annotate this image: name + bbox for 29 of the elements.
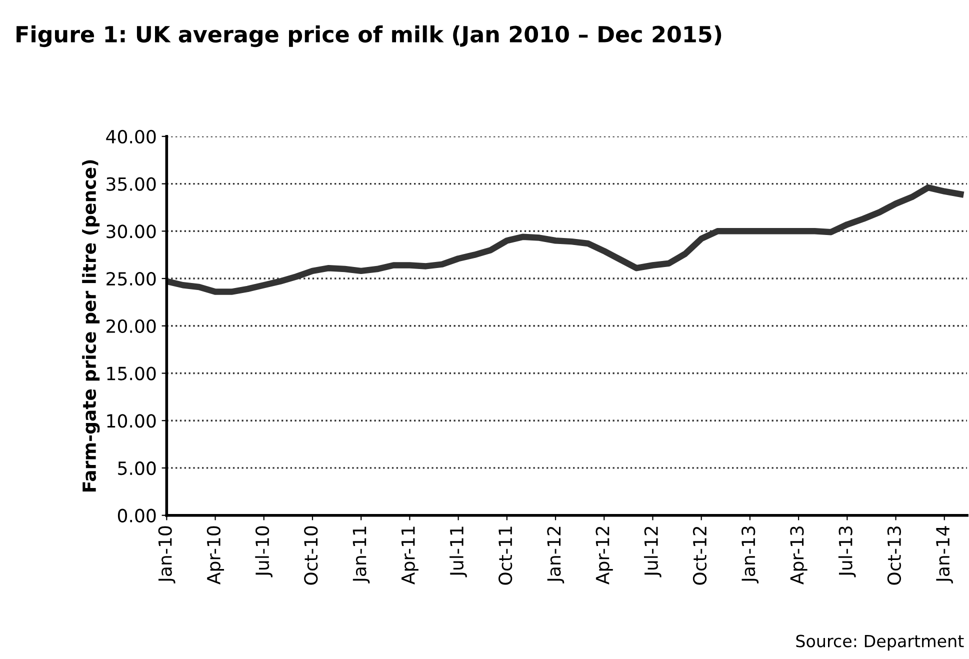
y-tick-label: 15.00 — [107, 366, 156, 380]
y-tick-label: 5.00 — [118, 461, 156, 476]
x-tick-label: Jul-11 — [450, 526, 467, 578]
x-tick-label: Jul-13 — [838, 526, 856, 578]
x-tick-label: Apr-11 — [402, 526, 418, 584]
y-tick-label: 35.00 — [106, 177, 156, 191]
x-tick-label: Oct-11 — [498, 526, 512, 585]
x-tick-label: Jul-12 — [644, 526, 662, 578]
x-tick-label: Jan-12 — [547, 526, 564, 584]
x-tick-label: Apr-12 — [596, 526, 613, 584]
x-tick-label: Oct-13 — [887, 526, 902, 585]
x-tick-label: Jan-11 — [352, 526, 370, 584]
x-tick-label: Apr-13 — [790, 526, 808, 584]
x-tick-label: Jan-13 — [742, 526, 759, 584]
y-tick-label: 0.00 — [118, 508, 156, 522]
y-tick-label: 40.00 — [106, 130, 156, 144]
chart-title: Figure 1: UK average price of milk (Jan 2010 – Dec 2015) — [16, 25, 722, 48]
y-tick-label: 30.00 — [106, 224, 156, 238]
source-note: Source: Department — [796, 634, 964, 651]
y-tick-label: 20.00 — [106, 319, 156, 333]
x-tick-label: Jan-14 — [936, 526, 953, 584]
y-axis-title: Farm-gate price per litre (pence) — [82, 160, 100, 492]
y-tick-label: 25.00 — [106, 272, 156, 286]
x-tick-label: Oct-12 — [692, 526, 707, 585]
y-tick-label: 10.00 — [107, 414, 156, 428]
x-tick-label: Jul-10 — [255, 526, 272, 578]
x-tick-label: Oct-10 — [304, 526, 318, 585]
x-tick-label: Jan-10 — [158, 526, 176, 584]
x-tick-label: Apr-10 — [206, 526, 224, 584]
